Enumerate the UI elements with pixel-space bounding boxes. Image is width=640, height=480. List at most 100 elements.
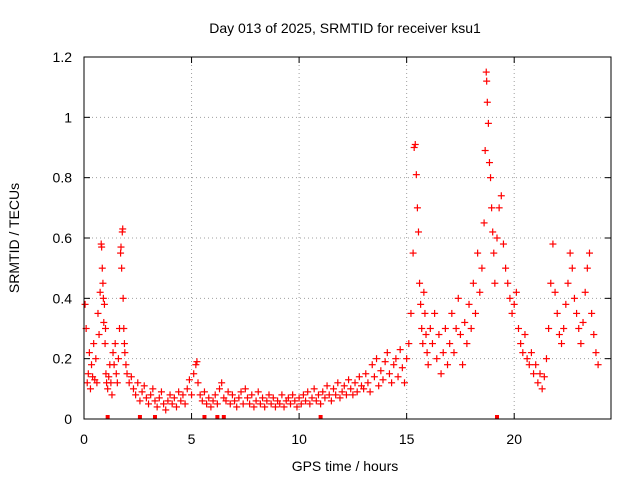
- data-point: [420, 288, 428, 296]
- chart-title: Day 013 of 2025, SRMTID for receiver ksu…: [209, 20, 481, 36]
- data-point: [306, 400, 314, 408]
- data-point: [411, 140, 419, 148]
- data-point: [166, 391, 174, 399]
- data-point: [222, 397, 230, 405]
- data-point: [351, 379, 359, 387]
- data-point: [140, 382, 148, 390]
- data-point: [181, 400, 189, 408]
- data-point: [121, 349, 129, 357]
- data-point: [120, 325, 128, 332]
- data-point: [325, 391, 333, 399]
- data-point: [265, 391, 273, 399]
- data-point: [396, 346, 404, 354]
- data-point: [360, 385, 368, 393]
- data-point: [226, 400, 234, 408]
- data-point: [185, 376, 193, 384]
- data-point: [101, 340, 109, 348]
- data-point: [547, 279, 555, 287]
- data-point: [111, 340, 119, 348]
- data-point: [330, 385, 338, 393]
- data-point: [465, 300, 473, 308]
- data-point: [164, 397, 172, 405]
- data-point: [100, 300, 108, 308]
- data-point: [476, 288, 484, 296]
- data-point: [487, 174, 495, 182]
- data-point: [254, 388, 262, 396]
- data-point: [366, 388, 374, 396]
- data-point: [192, 361, 200, 369]
- data-point: [295, 394, 303, 402]
- data-point: [151, 397, 159, 405]
- y-tick-label: 0.8: [53, 170, 73, 186]
- tick-labels: 0 5 10 15 20 0 0.2 0.4 0.6 0.8 1 1.2: [53, 49, 523, 447]
- data-point: [136, 397, 144, 405]
- data-point: [194, 379, 202, 387]
- data-point: [188, 391, 196, 399]
- x-axis-label: GPS time / hours: [292, 458, 399, 474]
- data-point: [506, 294, 514, 302]
- data-point: [317, 400, 325, 408]
- data-point: [560, 325, 568, 332]
- data-point: [416, 279, 424, 287]
- data-point: [175, 388, 183, 396]
- data-point: [102, 325, 110, 332]
- data-point: [521, 331, 529, 339]
- data-point: [540, 373, 548, 381]
- data-point: [490, 249, 498, 257]
- data-point: [497, 192, 505, 200]
- data-point: [267, 400, 275, 408]
- data-point: [289, 391, 297, 399]
- data-point: [98, 264, 106, 272]
- data-point: [398, 364, 406, 372]
- data-point: [338, 388, 346, 396]
- data-point: [321, 394, 329, 402]
- data-point: [149, 385, 157, 393]
- data-point: [193, 358, 201, 366]
- data-point: [585, 249, 593, 257]
- data-point: [332, 391, 340, 399]
- data-point: [545, 325, 553, 332]
- data-point: [155, 394, 163, 402]
- data-point: [327, 397, 335, 405]
- data-point: [379, 376, 387, 384]
- data-point: [200, 388, 208, 396]
- data-point: [118, 264, 126, 272]
- x-tick-label: 5: [188, 431, 196, 447]
- data-point: [510, 300, 518, 308]
- data-point: [120, 340, 128, 348]
- data-point: [127, 373, 135, 381]
- data-point: [551, 288, 559, 296]
- data-point: [431, 309, 439, 317]
- data-point: [261, 403, 269, 411]
- data-point: [183, 385, 191, 393]
- data-point: [259, 394, 267, 402]
- data-point: [302, 397, 310, 405]
- data-point: [568, 264, 576, 272]
- data-point: [373, 355, 381, 363]
- data-point: [495, 204, 503, 212]
- data-point: [334, 379, 342, 387]
- data-point: [297, 400, 305, 408]
- data-point: [168, 400, 176, 408]
- data-point: [426, 325, 434, 332]
- data-point: [291, 397, 299, 405]
- data-point: [147, 391, 155, 399]
- data-point: [243, 394, 251, 402]
- data-point: [450, 349, 458, 357]
- data-point: [228, 391, 236, 399]
- data-point: [85, 349, 93, 357]
- data-point: [590, 331, 598, 339]
- data-point: [108, 391, 116, 399]
- data-point: [448, 309, 456, 317]
- data-point: [467, 325, 475, 332]
- data-point: [312, 397, 320, 405]
- data-point: [269, 394, 277, 402]
- data-point: [271, 403, 279, 411]
- data-point: [129, 385, 137, 393]
- data-point: [114, 355, 122, 363]
- data-point: [345, 376, 353, 384]
- data-point: [122, 361, 130, 369]
- data-point: [594, 361, 602, 369]
- data-point: [446, 340, 454, 348]
- data-point: [162, 406, 170, 414]
